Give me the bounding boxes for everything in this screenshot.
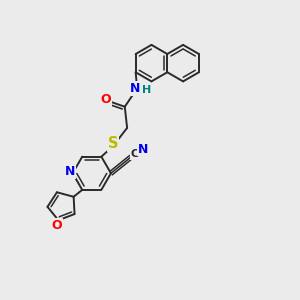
Text: S: S xyxy=(108,136,118,151)
Text: O: O xyxy=(52,219,62,232)
Text: C: C xyxy=(131,149,139,159)
Text: N: N xyxy=(64,165,75,178)
Text: N: N xyxy=(138,142,148,156)
Text: H: H xyxy=(142,85,151,95)
Text: N: N xyxy=(130,82,140,95)
Text: O: O xyxy=(100,93,111,106)
